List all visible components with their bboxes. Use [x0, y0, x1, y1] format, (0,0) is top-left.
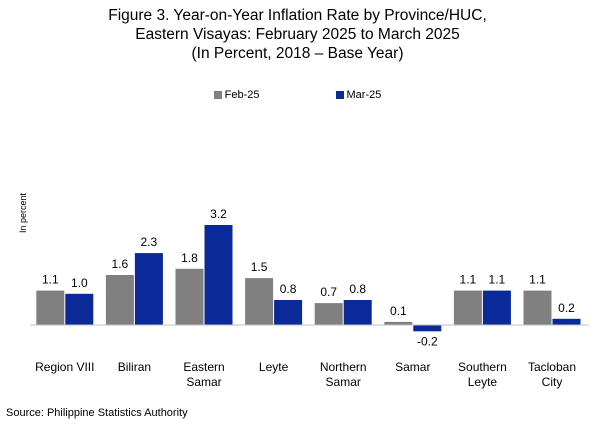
legend-item-mar: Mar-25 — [276, 89, 382, 101]
x-tick-label-line: Leyte — [468, 375, 498, 389]
value-label-feb-25-5: 0.1 — [390, 304, 407, 318]
bar-mar-25-4 — [343, 300, 372, 325]
chart-title: Figure 3. Year-on-Year Inflation Rate by… — [0, 6, 595, 63]
chart-legend: Feb-25 Mar-25 — [0, 89, 595, 101]
bar-feb-25-3 — [245, 278, 274, 325]
bars-group — [36, 225, 581, 332]
x-tick-label-line: City — [542, 375, 563, 389]
chart-title-line-3: (In Percent, 2018 – Base Year) — [191, 45, 404, 62]
legend-label-feb: Feb-25 — [224, 89, 260, 101]
x-tick-label-line: Northern — [320, 360, 367, 374]
x-tick-label-line: Biliran — [118, 360, 151, 374]
x-tick-label-4: Northern Samar — [320, 360, 367, 389]
value-label-feb-25-3: 1.5 — [251, 260, 268, 274]
value-label-feb-25-4: 0.7 — [320, 285, 337, 299]
value-label-feb-25-0: 1.1 — [42, 273, 59, 287]
x-tick-label-1: Biliran — [118, 360, 151, 374]
bar-feb-25-6 — [453, 290, 482, 325]
bar-feb-25-4 — [314, 303, 343, 325]
bar-feb-25-7 — [523, 290, 552, 325]
chart-title-line-2: Eastern Visayas: February 2025 to March … — [135, 26, 460, 43]
value-label-mar-25-5: -0.2 — [417, 334, 438, 348]
x-tick-label-7: Tacloban City — [528, 360, 576, 389]
value-label-feb-25-1: 1.6 — [112, 257, 129, 271]
value-label-feb-25-6: 1.1 — [460, 273, 477, 287]
x-tick-label-3: Leyte — [259, 360, 289, 374]
value-label-mar-25-1: 2.3 — [141, 235, 158, 249]
value-label-mar-25-2: 3.2 — [210, 207, 227, 221]
y-axis-label: In percent — [18, 192, 28, 233]
bar-mar-25-7 — [552, 318, 581, 326]
bar-feb-25-0 — [36, 290, 65, 325]
bar-feb-25-5 — [384, 321, 413, 325]
value-label-mar-25-6: 1.1 — [489, 273, 506, 287]
chart-title-line-1: Figure 3. Year-on-Year Inflation Rate by… — [108, 7, 487, 24]
x-tick-label-6: Southern Leyte — [458, 360, 507, 389]
bar-mar-25-5 — [413, 325, 442, 332]
bar-feb-25-2 — [175, 268, 204, 326]
source-note: Source: Philippine Statistics Authority — [6, 407, 188, 419]
legend-label-mar: Mar-25 — [346, 89, 382, 101]
value-labels-group: 1.1 1.0 1.6 2.3 1.8 3.2 1.5 0.8 0.7 0.8 0.1 -0.2 1.1… — [42, 207, 575, 348]
value-label-mar-25-0: 1.0 — [71, 276, 88, 290]
x-tick-label-line: Region VIII — [35, 360, 94, 374]
value-label-mar-25-7: 0.2 — [558, 301, 575, 315]
legend-item-feb: Feb-25 — [213, 89, 260, 101]
x-tick-label-line: Samar — [326, 375, 361, 389]
x-tick-label-line: Southern — [458, 360, 507, 374]
value-label-feb-25-2: 1.8 — [181, 251, 198, 265]
bar-mar-25-6 — [482, 290, 511, 325]
bar-mar-25-0 — [65, 293, 94, 326]
bar-mar-25-2 — [204, 225, 233, 325]
value-label-mar-25-4: 0.8 — [349, 282, 366, 296]
value-label-mar-25-3: 0.8 — [280, 282, 297, 296]
x-tick-label-line: Samar — [395, 360, 430, 374]
x-tick-label-line: Leyte — [259, 360, 289, 374]
bar-feb-25-1 — [105, 275, 134, 325]
x-tick-label-line: Samar — [186, 375, 221, 389]
legend-swatch-feb — [213, 91, 222, 99]
bar-mar-25-3 — [274, 300, 303, 325]
x-tick-label-0: Region VIII — [35, 360, 94, 374]
x-tick-label-2: Eastern Samar — [183, 360, 224, 389]
bar-mar-25-1 — [134, 253, 163, 325]
legend-swatch-mar — [335, 91, 344, 99]
x-tick-label-line: Eastern — [183, 360, 224, 374]
x-tick-label-5: Samar — [395, 360, 430, 374]
x-tick-label-line: Tacloban — [528, 360, 576, 374]
value-label-feb-25-7: 1.1 — [529, 273, 546, 287]
